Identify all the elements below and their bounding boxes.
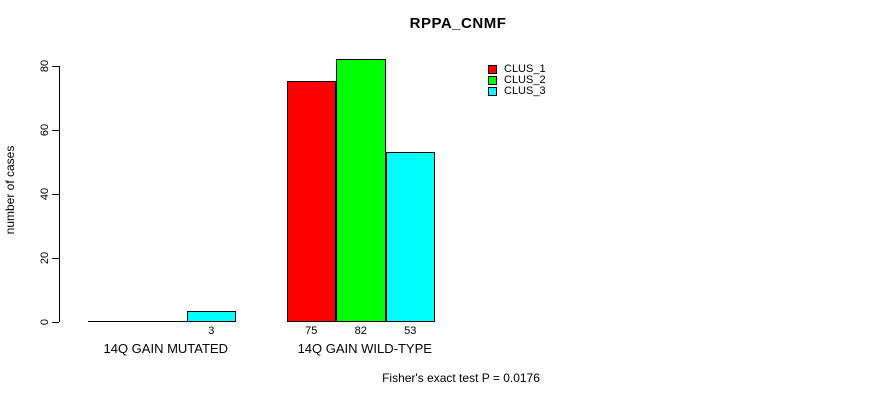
- bar-clus_1-0-zero: [87, 321, 137, 322]
- y-axis-line: [59, 66, 60, 322]
- bar-clus_1-1: [286, 81, 336, 322]
- x-category-label-1: 14Q GAIN WILD-TYPE: [297, 341, 432, 356]
- bar-value-label: 75: [305, 325, 318, 337]
- chart-title: RPPA_CNMF: [409, 15, 507, 32]
- legend-item-clus_3: CLUS_3: [488, 86, 546, 97]
- y-tick-label: 80: [39, 59, 51, 73]
- bar-clus_2-1: [336, 59, 386, 322]
- y-tick: [52, 129, 59, 131]
- y-tick-label: 0: [39, 318, 51, 325]
- x-category-label-0: 14Q GAIN MUTATED: [103, 341, 228, 356]
- legend-item-clus_1: CLUS_1: [488, 64, 546, 75]
- annotation-fishers-test: Fisher's exact test P = 0.0176: [382, 371, 540, 385]
- bar-clus_2-0-zero: [137, 321, 187, 322]
- y-tick-label: 60: [39, 123, 51, 136]
- legend-swatch-clus_1: [488, 65, 497, 74]
- bar-value-label: 53: [404, 325, 417, 337]
- bar-clus_3-0: [186, 311, 236, 322]
- y-tick: [52, 321, 59, 323]
- bar-clus_3-1: [385, 152, 435, 322]
- y-tick: [52, 257, 59, 259]
- y-axis-label: number of cases: [3, 145, 17, 235]
- legend-item-clus_2: CLUS_2: [488, 75, 546, 86]
- y-tick: [52, 66, 59, 67]
- legend-swatch-clus_3: [488, 87, 497, 96]
- legend-label: CLUS_2: [504, 74, 546, 86]
- legend: CLUS_1 CLUS_2 CLUS_3: [488, 64, 546, 97]
- legend-label: CLUS_1: [504, 63, 546, 75]
- legend-swatch-clus_2: [488, 76, 497, 85]
- bar-value-label: 3: [208, 325, 215, 337]
- bar-value-label: 82: [354, 325, 367, 337]
- y-tick: [52, 193, 59, 195]
- y-tick-label: 20: [39, 251, 51, 264]
- y-tick-label: 40: [39, 187, 51, 200]
- legend-label: CLUS_3: [504, 85, 546, 97]
